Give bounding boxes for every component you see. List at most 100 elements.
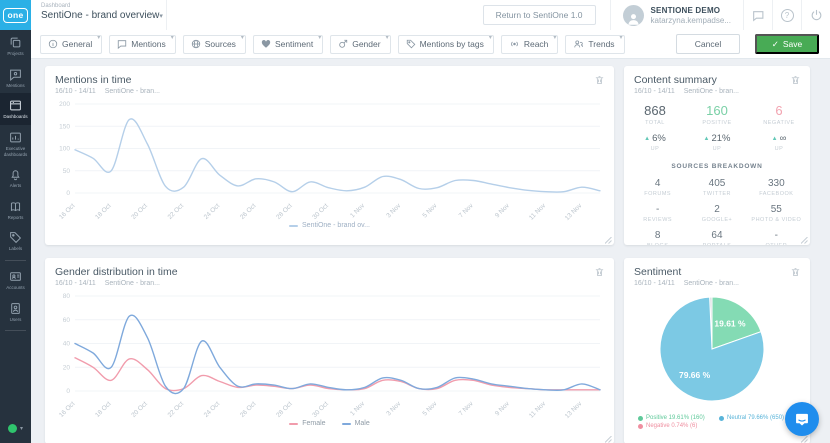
legend-label: Female bbox=[302, 420, 326, 427]
bell-icon bbox=[9, 168, 22, 181]
user-name: SENTIONE DEMO bbox=[650, 5, 721, 15]
sidebar-item-labels[interactable]: Labels bbox=[0, 225, 31, 257]
sidebar-item-dashboards[interactable]: Dashboards bbox=[0, 93, 31, 125]
svg-text:3 Nov: 3 Nov bbox=[385, 400, 402, 417]
sidebar-item-users[interactable]: Users bbox=[0, 296, 31, 328]
breakdown-forums: 4 FORUMS bbox=[644, 178, 672, 197]
resize-handle[interactable] bbox=[801, 237, 808, 244]
resize-handle[interactable] bbox=[605, 436, 612, 443]
breakdown-reviews: - REVIEWS bbox=[643, 204, 673, 223]
delete-widget-button[interactable] bbox=[790, 74, 801, 86]
status-menu[interactable]: ▾ bbox=[7, 424, 23, 433]
card-gender-distribution: Gender distribution in time 16/10 - 14/1… bbox=[45, 258, 614, 443]
help-button[interactable]: ? bbox=[772, 0, 801, 30]
user-menu[interactable]: SENTIONE DEMO katarzyna.kempadse... bbox=[609, 0, 743, 30]
dashboard-name: SentiOne - brand overview bbox=[41, 10, 160, 21]
sidebar-item-accounts[interactable]: Accounts bbox=[0, 264, 31, 296]
chip-label: Mentions by tags bbox=[419, 39, 484, 49]
svg-text:19.61 %: 19.61 % bbox=[714, 319, 746, 329]
resize-handle[interactable] bbox=[801, 436, 808, 443]
svg-text:79.66 %: 79.66 % bbox=[679, 370, 711, 380]
gender-icon bbox=[338, 39, 348, 49]
card-title: Content summary bbox=[634, 74, 717, 86]
sidebar-divider bbox=[5, 330, 26, 332]
legend-label: Neutral 79.66% (650) bbox=[727, 415, 785, 421]
svg-text:20 Oct: 20 Oct bbox=[130, 400, 149, 419]
svg-text:22 Oct: 22 Oct bbox=[167, 202, 186, 221]
card-mentions-in-time: Mentions in time 16/10 - 14/11 SentiOne … bbox=[45, 66, 614, 245]
mentions-line-chart[interactable]: 0 50 100 150 200 16 Oct 18 Oct 20 Oct 22 Oct 24 O… bbox=[51, 97, 610, 221]
sidebar-item-executive-dashboards[interactable]: Executive dashboards bbox=[0, 125, 31, 162]
save-button[interactable]: ✓ Save bbox=[755, 34, 819, 54]
chart-legend: Female Male bbox=[45, 420, 614, 427]
svg-text:80: 80 bbox=[63, 293, 71, 300]
chip-gender[interactable]: Gender ▾ bbox=[330, 34, 391, 54]
svg-text:5 Nov: 5 Nov bbox=[422, 400, 439, 417]
up-arrow-icon: ▲ bbox=[644, 135, 651, 142]
delete-widget-button[interactable] bbox=[790, 266, 801, 278]
avatar bbox=[622, 4, 644, 26]
project-name: SentiOne - bran... bbox=[683, 280, 740, 287]
chevron-down-icon: ▾ bbox=[553, 34, 557, 41]
svg-text:5 Nov: 5 Nov bbox=[422, 202, 439, 219]
card-title: Mentions in time bbox=[55, 74, 132, 86]
project-name: SentiOne - bran... bbox=[104, 88, 161, 95]
mentions-icon bbox=[9, 68, 22, 81]
svg-text:24 Oct: 24 Oct bbox=[203, 202, 222, 221]
gender-line-chart[interactable]: 0 20 40 60 80 16 Oct 18 Oct 20 Oct 22 Oct 24 Oct 2… bbox=[51, 289, 610, 419]
legend-dash bbox=[289, 422, 299, 425]
legend-label: SentiOne - brand ov... bbox=[302, 222, 370, 229]
chip-general[interactable]: General ▾ bbox=[40, 34, 103, 54]
sources-breakdown-title: SOURCES BREAKDOWN bbox=[671, 163, 763, 170]
widget-toolbar: General ▾ Mentions ▾ Sources ▾ Sentiment… bbox=[31, 30, 830, 59]
chevron-down-icon: ▾ bbox=[19, 426, 23, 432]
breakdown-photo-video: 55 PHOTO & VIDEO bbox=[751, 204, 802, 223]
card-sentiment: Sentiment 16/10 - 14/11 SentiOne - bran.… bbox=[624, 258, 810, 443]
sentiment-pie-chart[interactable]: 19.61 % 79.66 % bbox=[624, 287, 810, 413]
speech-bubble-icon bbox=[117, 39, 127, 49]
delete-widget-button[interactable] bbox=[594, 74, 605, 86]
logout-button[interactable] bbox=[801, 0, 830, 30]
broadcast-icon bbox=[509, 39, 520, 49]
chip-label: Reach bbox=[523, 39, 549, 49]
stat-positive: 160 POSITIVE bbox=[702, 103, 732, 126]
messages-button[interactable] bbox=[743, 0, 772, 30]
sidebar-item-projects[interactable]: Projects bbox=[0, 30, 31, 62]
svg-text:30 Oct: 30 Oct bbox=[311, 400, 330, 419]
svg-text:40: 40 bbox=[63, 341, 71, 348]
svg-text:200: 200 bbox=[59, 101, 70, 108]
chip-trends[interactable]: Trends ▾ bbox=[565, 34, 625, 54]
legend-label: Male bbox=[354, 420, 370, 427]
chip-sentiment[interactable]: Sentiment ▾ bbox=[252, 34, 324, 54]
power-icon bbox=[810, 9, 823, 22]
card-content-summary: Content summary 16/10 - 14/11 SentiOne -… bbox=[624, 66, 810, 245]
pie-legend: Positive 19.61% (160) Neutral 79.66% (65… bbox=[624, 413, 810, 429]
sentione-logo[interactable]: one bbox=[0, 0, 31, 30]
card-title: Sentiment bbox=[634, 266, 682, 278]
chip-mentions[interactable]: Mentions ▾ bbox=[109, 34, 176, 54]
svg-text:20 Oct: 20 Oct bbox=[130, 202, 149, 221]
resize-handle[interactable] bbox=[605, 237, 612, 244]
projects-icon bbox=[9, 36, 22, 49]
help-icon: ? bbox=[780, 8, 794, 22]
sidebar-item-alerts[interactable]: Alerts bbox=[0, 162, 31, 194]
chip-sources[interactable]: Sources ▾ bbox=[182, 34, 246, 54]
delete-widget-button[interactable] bbox=[594, 266, 605, 278]
chip-mentions-by-tags[interactable]: Mentions by tags ▾ bbox=[397, 34, 494, 54]
chevron-down-icon: ▾ bbox=[385, 34, 389, 41]
svg-text:24 Oct: 24 Oct bbox=[203, 400, 222, 419]
sidebar-divider bbox=[5, 260, 26, 261]
svg-text:16 Oct: 16 Oct bbox=[58, 400, 77, 419]
sidebar-item-mentions[interactable]: Mentions bbox=[0, 62, 31, 94]
breakdown-portals: 64PORTALS bbox=[703, 230, 731, 245]
chevron-down-icon: ▾ bbox=[318, 34, 322, 41]
dashboard-selector[interactable]: Dashboard SentiOne - brand overview ▾ bbox=[31, 0, 167, 30]
svg-text:60: 60 bbox=[63, 317, 71, 324]
sidebar-item-reports[interactable]: Reports bbox=[0, 194, 31, 226]
chip-reach[interactable]: Reach ▾ bbox=[500, 34, 559, 54]
legend-label: Negative 0.74% (6) bbox=[646, 423, 698, 429]
return-to-sentione-button[interactable]: Return to SentiOne 1.0 bbox=[482, 5, 596, 25]
chat-launcher-button[interactable] bbox=[785, 402, 819, 436]
cancel-button[interactable]: Cancel bbox=[676, 34, 740, 54]
date-range: 16/10 - 14/11 bbox=[55, 280, 96, 287]
